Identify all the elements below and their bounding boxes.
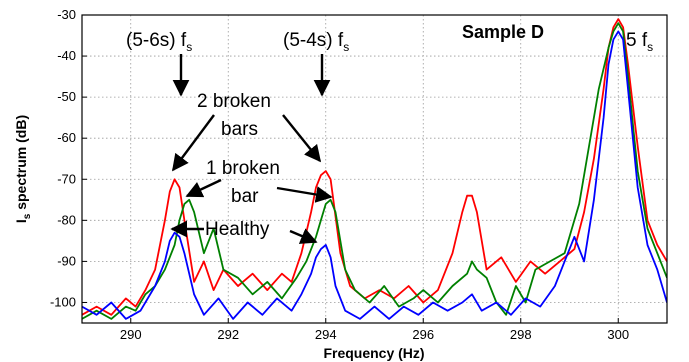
y-tick-label: -40 <box>57 48 76 63</box>
series-group <box>82 18 667 320</box>
plot-frame <box>81 14 668 324</box>
series-line-blue <box>82 30 667 320</box>
label-1-broken-line2: bar <box>231 186 259 207</box>
arrow-2-broken-left <box>171 114 215 172</box>
label-1-broken-line1: 1 broken <box>206 158 280 179</box>
label-5fs-base: 5 f <box>626 30 648 51</box>
label-5-4s: (5-4s) fs <box>283 30 349 54</box>
y-tick-label: -60 <box>57 130 76 145</box>
x-tick-label: 296 <box>412 327 434 342</box>
y-axis-label-sub: s <box>22 213 33 219</box>
y-tick-label: -90 <box>57 253 76 268</box>
y-axis-label-main: I <box>13 219 29 223</box>
grid-lines <box>82 14 667 323</box>
label-healthy: Healthy <box>205 219 270 240</box>
y-tick-label: -100 <box>50 294 76 309</box>
label-5fs-sub: s <box>647 40 653 54</box>
x-axis-label: Frequency (Hz) <box>323 345 424 361</box>
y-axis-label: Is spectrum (dB) <box>13 115 33 223</box>
x-tick-label: 292 <box>217 327 239 342</box>
y-tick-label: -30 <box>57 7 76 22</box>
arrow-2-broken-right <box>282 114 322 163</box>
label-5fs: 5 fs <box>626 30 653 54</box>
annotation-arrows <box>170 54 333 244</box>
label-5-6s-base: (5-6s) f <box>126 30 187 51</box>
arrow-1-broken-right <box>276 186 333 203</box>
y-tick-label: -50 <box>57 89 76 104</box>
y-axis-label-rest: spectrum (dB) <box>13 115 29 214</box>
y-tick-label: -70 <box>57 171 76 186</box>
arrow-healthy-right <box>289 228 318 244</box>
label-2-broken-line1: 2 broken <box>197 91 271 112</box>
x-tick-label: 298 <box>510 327 532 342</box>
label-5-4s-base: (5-4s) f <box>283 30 344 51</box>
label-5-6s-sub: s <box>186 40 192 54</box>
label-5-4s-sub: s <box>343 40 349 54</box>
series-line-green <box>82 22 667 320</box>
sample-label: Sample D <box>462 22 544 42</box>
label-2-broken-line2: bars <box>221 119 258 140</box>
x-tick-label: 294 <box>315 327 337 342</box>
label-5-6s: (5-6s) fs <box>126 30 192 54</box>
axis-ticks: 290 292 294 296 298 300 -30 -40 -50 -60 -70 -80 -90 -… <box>50 7 629 342</box>
x-tick-label: 290 <box>120 327 142 342</box>
y-tick-label: -80 <box>57 212 76 227</box>
arrow-1-broken-left <box>185 178 222 198</box>
series-line-red <box>82 18 667 316</box>
x-tick-label: 300 <box>607 327 629 342</box>
